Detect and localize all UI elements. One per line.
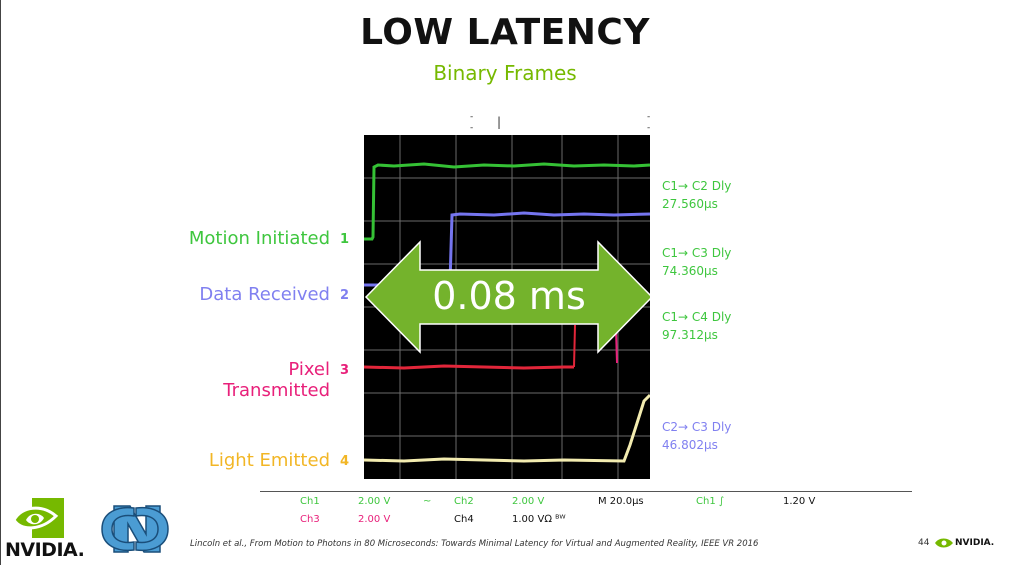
footer-trigger: Ch1 ∫ <box>696 496 725 507</box>
delay-c2-c3: C2→ C3 Dly 46.802µs <box>662 418 731 454</box>
scope-marker-left: - <box>470 112 474 122</box>
slide-title: LOW LATENCY <box>360 12 650 53</box>
footer-ch3-value: 2.00 V <box>358 514 391 525</box>
scope-footer-divider <box>260 491 912 492</box>
delay-c1-c3-value: 74.360µs <box>662 264 718 278</box>
delay-c1-c2-label: C1→ C2 Dly <box>662 179 732 193</box>
scope-marker-left-2: - <box>470 123 474 133</box>
delay-c1-c2: C1→ C2 Dly 27.560µs <box>662 177 731 213</box>
delay-c1-c4-value: 97.312µs <box>662 328 718 342</box>
page-number: 44 <box>918 538 930 548</box>
footer-timebase: M 20.0µs <box>598 496 644 507</box>
channel-number-4: 4 <box>340 454 350 469</box>
channel-label-pixel: Pixel Transmitted <box>223 359 330 401</box>
footer-ch4: Ch4 <box>454 514 474 525</box>
delay-c2-c3-label: C2→ C3 Dly <box>662 420 732 434</box>
delay-c1-c4: C1→ C4 Dly 97.312µs <box>662 308 731 344</box>
delay-c1-c4-label: C1→ C4 Dly <box>662 310 732 324</box>
trace-pixel-transmitted <box>364 364 574 370</box>
channel-number-3: 3 <box>340 363 350 378</box>
channel-number-1: 1 <box>340 232 350 247</box>
delay-c1-c2-value: 27.560µs <box>662 197 718 211</box>
footer-ch1-coupling: ~ <box>423 496 432 507</box>
footer-ch1: Ch1 <box>300 496 320 507</box>
nvidia-wordmark: NVIDIA. <box>5 539 85 561</box>
slide-subtitle: Binary Frames <box>433 61 577 85</box>
oscilloscope-traces <box>364 135 650 479</box>
double-arrow-icon <box>364 240 650 354</box>
channel-number-2: 2 <box>340 288 350 303</box>
footer-ch4-value: 1.00 VΩ ᴮᵂ <box>512 514 566 525</box>
footer-trigger-value: 1.20 V <box>783 496 816 507</box>
channel-label-motion: Motion Initiated <box>188 228 330 249</box>
citation-text: Lincoln et al., From Motion to Photons i… <box>190 539 759 549</box>
nvidia-eye-logo-icon <box>12 498 64 538</box>
delay-c2-c3-value: 46.802µs <box>662 438 718 452</box>
unc-logo-icon <box>101 505 169 553</box>
nvidia-small-eye-icon <box>935 538 953 548</box>
arrow-duration-label: 0.08 ms <box>432 274 586 318</box>
oscilloscope-screen <box>364 135 650 479</box>
delay-c1-c3-label: C1→ C3 Dly <box>662 246 732 260</box>
scope-marker-right-2: - <box>647 123 651 133</box>
nvidia-small-wordmark: NVIDIA. <box>955 538 995 548</box>
channel-label-data: Data Received <box>199 284 330 305</box>
footer-ch2: Ch2 <box>454 496 474 507</box>
delay-c1-c3: C1→ C3 Dly 74.360µs <box>662 244 731 280</box>
slide-edge <box>0 0 1 565</box>
trace-motion-initiated <box>364 162 650 241</box>
trace-light-emitted <box>364 393 650 463</box>
scope-marker-right: - <box>647 112 651 122</box>
footer-ch2-value: 2.00 V <box>512 496 545 507</box>
channel-label-light: Light Emitted <box>208 450 330 471</box>
footer-ch1-value: 2.00 V <box>358 496 391 507</box>
footer-ch3: Ch3 <box>300 514 320 525</box>
trace-pixel-edge <box>573 324 576 368</box>
trace-pixel-spike <box>615 329 618 364</box>
scope-trigger-marker: | <box>497 115 502 129</box>
